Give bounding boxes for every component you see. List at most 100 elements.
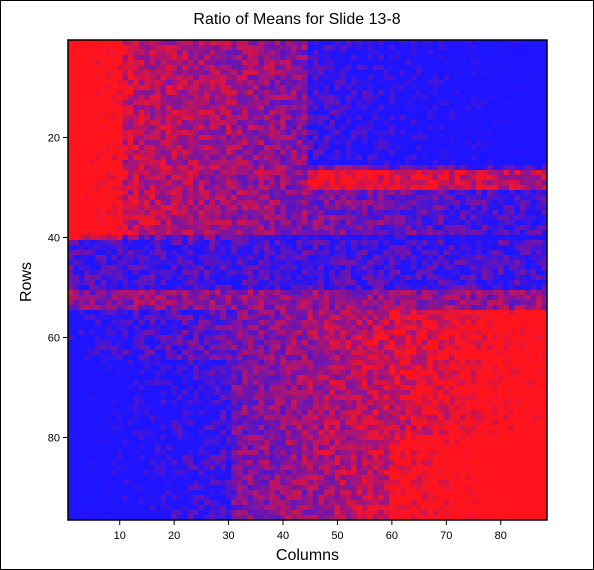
heatmap-cell bbox=[383, 180, 390, 186]
heatmap-cell bbox=[459, 285, 466, 291]
heatmap-cell bbox=[285, 110, 292, 116]
heatmap-cell bbox=[95, 300, 102, 306]
heatmap-cell bbox=[443, 125, 450, 131]
heatmap-cell bbox=[367, 85, 374, 91]
heatmap-cell bbox=[291, 235, 298, 241]
heatmap-cell bbox=[465, 95, 472, 101]
heatmap-cell bbox=[111, 315, 118, 321]
heatmap-cell bbox=[530, 215, 537, 221]
heatmap-cell bbox=[443, 40, 450, 46]
heatmap-cell bbox=[410, 175, 417, 181]
heatmap-cell bbox=[307, 265, 314, 271]
heatmap-cell bbox=[138, 260, 145, 266]
heatmap-cell bbox=[432, 270, 439, 276]
heatmap-cell bbox=[138, 185, 145, 191]
heatmap-cell bbox=[144, 225, 151, 231]
heatmap-cell bbox=[95, 90, 102, 96]
heatmap-cell bbox=[95, 140, 102, 146]
heatmap-cell bbox=[459, 305, 466, 311]
heatmap-cell bbox=[498, 190, 504, 196]
heatmap-cell bbox=[438, 130, 444, 136]
heatmap-cell bbox=[274, 310, 281, 316]
heatmap-cell bbox=[291, 165, 298, 171]
heatmap-cell bbox=[367, 185, 374, 191]
heatmap-cell bbox=[127, 45, 134, 51]
heatmap-cell bbox=[291, 140, 298, 146]
heatmap-cell bbox=[242, 130, 249, 136]
heatmap-cell bbox=[122, 235, 129, 241]
heatmap-cell bbox=[182, 135, 189, 141]
heatmap-cell bbox=[291, 135, 298, 141]
heatmap-cell bbox=[176, 305, 183, 311]
heatmap-cell bbox=[280, 75, 287, 81]
heatmap-cell bbox=[307, 130, 314, 136]
heatmap-cell bbox=[323, 250, 330, 256]
heatmap-cell bbox=[530, 135, 537, 141]
heatmap-cell bbox=[541, 150, 548, 156]
heatmap-cell bbox=[100, 315, 107, 321]
heatmap-cell bbox=[525, 235, 532, 241]
heatmap-cell bbox=[253, 80, 259, 86]
heatmap-cell bbox=[274, 275, 281, 281]
heatmap-cell bbox=[503, 160, 510, 166]
heatmap-cell bbox=[340, 260, 346, 266]
heatmap-cell bbox=[263, 75, 270, 81]
heatmap-cell bbox=[400, 95, 406, 101]
heatmap-cell bbox=[144, 50, 151, 56]
heatmap-cell bbox=[481, 55, 488, 61]
heatmap-cell bbox=[389, 45, 395, 51]
heatmap-cell bbox=[214, 40, 221, 46]
heatmap-cell bbox=[459, 165, 466, 171]
heatmap-cell bbox=[372, 110, 379, 116]
heatmap-cell bbox=[116, 50, 123, 56]
heatmap-cell bbox=[498, 255, 504, 261]
heatmap-cell bbox=[345, 50, 352, 56]
heatmap-cell bbox=[410, 260, 417, 266]
heatmap-cell bbox=[78, 80, 85, 86]
heatmap-cell bbox=[198, 280, 205, 286]
heatmap-cell bbox=[73, 220, 80, 226]
heatmap-cell bbox=[427, 95, 434, 101]
heatmap-cell bbox=[182, 55, 189, 61]
heatmap-cell bbox=[329, 145, 336, 151]
heatmap-cell bbox=[269, 245, 276, 251]
heatmap-cell bbox=[416, 260, 423, 266]
heatmap-cell bbox=[231, 315, 238, 321]
heatmap-cell bbox=[351, 95, 357, 101]
heatmap-cell bbox=[263, 280, 270, 286]
heatmap-cell bbox=[274, 215, 281, 221]
heatmap-cell bbox=[78, 270, 85, 276]
heatmap-cell bbox=[334, 215, 341, 221]
heatmap-cell bbox=[443, 65, 450, 71]
heatmap-cell bbox=[465, 50, 472, 56]
heatmap-cell bbox=[318, 110, 325, 116]
heatmap-cell bbox=[182, 185, 189, 191]
heatmap-cell bbox=[247, 185, 254, 191]
heatmap-cell bbox=[242, 85, 249, 91]
heatmap-cell bbox=[514, 190, 521, 196]
heatmap-cell bbox=[427, 50, 434, 56]
heatmap-cell bbox=[116, 75, 123, 81]
heatmap-cell bbox=[165, 265, 172, 271]
heatmap-cell bbox=[155, 115, 161, 121]
heatmap-cell bbox=[427, 105, 434, 111]
heatmap-cell bbox=[133, 260, 140, 266]
heatmap-cell bbox=[176, 120, 183, 126]
heatmap-cell bbox=[530, 240, 537, 246]
heatmap-cell bbox=[508, 170, 515, 176]
heatmap-cell bbox=[133, 290, 140, 296]
heatmap-cell bbox=[465, 300, 472, 306]
heatmap-cell bbox=[503, 100, 510, 106]
heatmap-cell bbox=[204, 100, 210, 106]
heatmap-cell bbox=[372, 155, 379, 161]
heatmap-cell bbox=[400, 220, 406, 226]
heatmap-cell bbox=[307, 215, 314, 221]
heatmap-cell bbox=[536, 175, 542, 181]
heatmap-cell bbox=[133, 235, 140, 241]
heatmap-cell bbox=[242, 80, 249, 86]
heatmap-cell bbox=[176, 85, 183, 91]
heatmap-cell bbox=[291, 40, 298, 46]
heatmap-cell bbox=[400, 175, 406, 181]
heatmap-cell bbox=[345, 300, 352, 306]
heatmap-cell bbox=[209, 250, 216, 256]
